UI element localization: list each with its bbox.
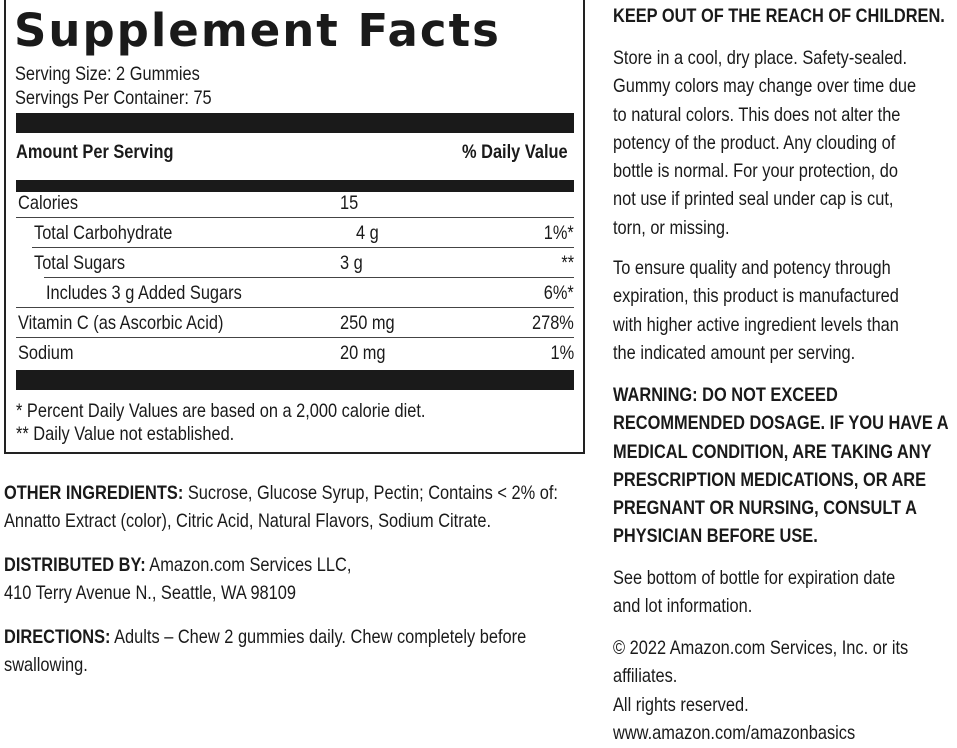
- thick-divider: [16, 370, 574, 390]
- text-line: PREGNANT OR NURSING, CONSULT A: [613, 497, 917, 520]
- text-line: to natural colors. This does not alter t…: [613, 103, 901, 126]
- nutrient-name: Total Sugars: [34, 252, 126, 274]
- text-line: not use if printed seal under cap is cut…: [613, 188, 894, 211]
- panel-title: Supplement Facts: [14, 4, 501, 57]
- text-line: RECOMMENDED DOSAGE. IF YOU HAVE A: [613, 412, 949, 435]
- nutrient-name: Total Carbohydrate: [34, 222, 173, 244]
- nutrient-dv: 278%: [532, 312, 574, 334]
- nutrient-row: Total Carbohydrate 4 g 1%*: [32, 218, 574, 248]
- text-line: MEDICAL CONDITION, ARE TAKING ANY: [613, 440, 932, 463]
- nutrient-name: Calories: [18, 192, 79, 214]
- text-line: PRESCRIPTION MEDICATIONS, OR ARE: [613, 468, 927, 491]
- quality-text: To ensure quality and potency through exp…: [613, 254, 899, 367]
- distributor-name: Amazon.com Services LLC,: [145, 554, 352, 576]
- nutrient-row: Includes 3 g Added Sugars 6%*: [16, 278, 574, 308]
- distributed-label: DISTRIBUTED BY:: [4, 554, 146, 576]
- amount-header: Amount Per Serving: [16, 141, 174, 163]
- text-line: Gummy colors may change over time due: [613, 75, 917, 98]
- footnote-dv: * Percent Daily Values are based on a 2,…: [16, 400, 426, 422]
- ingredients-label: OTHER INGREDIENTS:: [4, 482, 184, 504]
- nutrient-amount: 15: [340, 192, 359, 214]
- nutrient-amount: 20 mg: [340, 342, 386, 364]
- nutrient-name: Includes 3 g Added Sugars: [46, 282, 242, 304]
- directions-text: swallowing.: [4, 654, 88, 677]
- text-line: © 2022 Amazon.com Services, Inc. or its: [613, 637, 909, 659]
- text-line: www.amazon.com/amazonbasics: [613, 721, 856, 744]
- supplement-facts-panel: [4, 0, 585, 454]
- directions-label: DIRECTIONS:: [4, 626, 111, 648]
- nutrient-row: Sodium 20 mg 1%: [16, 338, 574, 368]
- nutrient-dv: 1%*: [543, 222, 574, 244]
- nutrient-row: Total Sugars 3 g **: [34, 248, 574, 278]
- nutrient-amount: 250 mg: [340, 312, 395, 334]
- nutrient-dv: **: [561, 252, 574, 274]
- dv-header: % Daily Value: [462, 141, 568, 163]
- ingredients-text: Annatto Extract (color), Citric Acid, Na…: [4, 510, 492, 533]
- distributed-by: DISTRIBUTED BY: Amazon.com Services LLC,…: [4, 551, 351, 608]
- storage-text: Store in a cool, dry place. Safety-seale…: [613, 44, 916, 242]
- text-line: To ensure quality and potency through: [613, 257, 891, 279]
- ingredients-text: Sucrose, Glucose Syrup, Pectin; Contains…: [183, 482, 558, 504]
- text-line: WARNING: DO NOT EXCEED: [613, 384, 838, 406]
- directions-text: Adults – Chew 2 gummies daily. Chew comp…: [110, 626, 527, 648]
- nutrient-amount: 4 g: [356, 222, 379, 244]
- directions: DIRECTIONS: Adults – Chew 2 gummies dail…: [4, 623, 526, 680]
- text-line: torn, or missing.: [613, 216, 730, 239]
- text-line: affiliates.: [613, 665, 678, 688]
- serving-size: Serving Size: 2 Gummies: [15, 63, 200, 85]
- nutrient-dv: 1%: [550, 342, 574, 364]
- text-line: All rights reserved.: [613, 693, 749, 716]
- other-ingredients: OTHER INGREDIENTS: Sucrose, Glucose Syru…: [4, 479, 558, 536]
- nutrient-dv: 6%*: [543, 282, 574, 304]
- text-line: the indicated amount per serving.: [613, 341, 856, 364]
- dosage-warning: WARNING: DO NOT EXCEED RECOMMENDED DOSAGE…: [613, 381, 949, 551]
- text-line: bottle is normal. For your protection, d…: [613, 160, 898, 183]
- text-line: and lot information.: [613, 595, 753, 618]
- text-line: with higher active ingredient levels tha…: [613, 313, 899, 336]
- distributor-address: 410 Terry Avenue N., Seattle, WA 98109: [4, 582, 297, 605]
- nutrient-name: Vitamin C (as Ascorbic Acid): [18, 312, 224, 334]
- text-line: PHYSICIAN BEFORE USE.: [613, 525, 818, 548]
- thick-divider: [16, 113, 574, 133]
- nutrient-row: Calories 15: [16, 188, 574, 218]
- servings-per-container: Servings Per Container: 75: [15, 87, 212, 109]
- nutrient-row: Vitamin C (as Ascorbic Acid) 250 mg 278%: [16, 308, 574, 338]
- text-line: Store in a cool, dry place. Safety-seale…: [613, 47, 908, 69]
- medium-divider: [16, 180, 574, 192]
- nutrient-amount: 3 g: [340, 252, 363, 274]
- nutrient-name: Sodium: [18, 342, 74, 364]
- keep-out-warning: KEEP OUT OF THE REACH OF CHILDREN.: [613, 5, 945, 27]
- copyright-text: © 2022 Amazon.com Services, Inc. or its a…: [613, 634, 908, 747]
- text-line: expiration, this product is manufactured: [613, 285, 899, 308]
- text-line: See bottom of bottle for expiration date: [613, 567, 896, 589]
- expiration-text: See bottom of bottle for expiration date…: [613, 564, 895, 621]
- text-line: potency of the product. Any clouding of: [613, 131, 896, 154]
- footnote-not-established: ** Daily Value not established.: [16, 423, 235, 445]
